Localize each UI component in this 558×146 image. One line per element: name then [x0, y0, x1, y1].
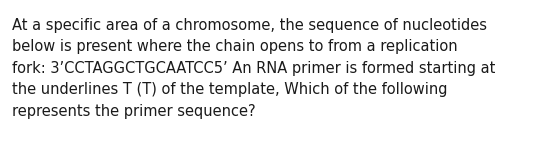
Text: At a specific area of a chromosome, the sequence of nucleotides
below is present: At a specific area of a chromosome, the … — [12, 18, 496, 119]
